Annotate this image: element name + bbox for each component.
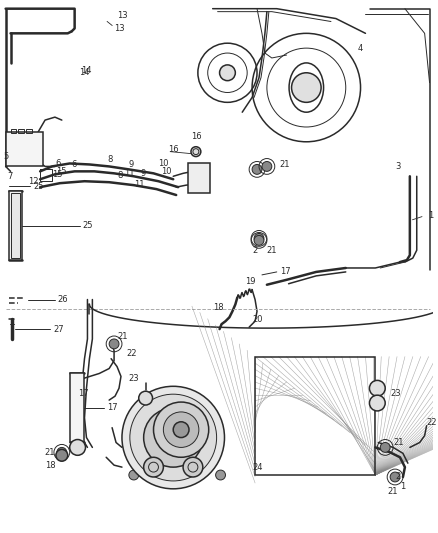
Circle shape (109, 339, 119, 349)
Circle shape (390, 472, 400, 482)
Circle shape (122, 386, 225, 489)
Bar (255, 357, 375, 475)
Text: 23: 23 (129, 374, 139, 383)
Text: 8: 8 (107, 155, 113, 164)
Text: 27: 27 (53, 325, 64, 334)
Circle shape (254, 233, 264, 244)
Circle shape (292, 73, 321, 102)
Circle shape (183, 457, 203, 477)
Text: 18: 18 (213, 303, 223, 312)
Text: 3: 3 (395, 162, 400, 171)
Bar (11, 193, 21, 258)
Text: 11: 11 (134, 180, 144, 189)
Text: 21: 21 (387, 487, 398, 496)
Circle shape (56, 449, 68, 461)
Text: 14: 14 (81, 66, 92, 75)
Text: 20: 20 (252, 315, 263, 324)
Text: 21: 21 (44, 448, 55, 457)
Circle shape (254, 236, 264, 245)
Text: 16: 16 (168, 145, 179, 154)
Text: 10: 10 (159, 159, 169, 168)
Text: 6: 6 (55, 159, 60, 168)
Text: 23: 23 (390, 389, 401, 398)
Text: 17: 17 (107, 403, 118, 413)
Text: 13: 13 (114, 24, 125, 33)
Text: 8: 8 (117, 171, 122, 180)
Circle shape (130, 394, 217, 481)
Circle shape (163, 412, 199, 447)
Text: 21: 21 (117, 333, 127, 342)
Circle shape (219, 65, 235, 80)
Circle shape (369, 381, 385, 396)
Circle shape (57, 447, 67, 457)
Circle shape (144, 408, 203, 467)
Text: 26: 26 (58, 295, 68, 304)
Text: 19: 19 (245, 277, 256, 286)
Text: 1: 1 (400, 482, 405, 491)
Circle shape (191, 147, 201, 157)
Text: 6: 6 (72, 160, 77, 169)
Text: 10: 10 (161, 167, 172, 176)
Circle shape (215, 470, 226, 480)
Text: 25: 25 (33, 182, 44, 191)
Text: 15: 15 (52, 170, 63, 179)
Text: 2: 2 (252, 246, 258, 255)
Text: 24: 24 (252, 463, 263, 472)
Bar (11, 129, 17, 133)
Circle shape (70, 440, 85, 455)
Text: 9: 9 (129, 160, 134, 169)
Circle shape (252, 165, 262, 174)
Circle shape (139, 391, 152, 405)
Text: 21: 21 (267, 246, 277, 255)
Text: 25: 25 (82, 221, 93, 230)
Text: 13: 13 (117, 11, 127, 20)
Text: 16: 16 (191, 132, 201, 141)
Circle shape (173, 422, 189, 438)
Text: 7: 7 (7, 172, 13, 181)
Text: 21: 21 (280, 160, 290, 169)
Circle shape (262, 161, 272, 172)
Text: 4: 4 (357, 44, 363, 53)
Circle shape (153, 402, 209, 457)
Circle shape (129, 470, 139, 480)
Text: 17: 17 (280, 268, 290, 277)
Bar (6, 132, 43, 166)
Bar (18, 129, 25, 133)
Circle shape (144, 457, 163, 477)
Bar (70, 374, 84, 442)
Bar (26, 129, 32, 133)
Circle shape (369, 395, 385, 411)
Bar (188, 164, 210, 193)
Text: 17: 17 (78, 389, 88, 398)
Bar (9, 191, 22, 260)
Text: 22: 22 (427, 418, 437, 427)
Text: 18: 18 (45, 461, 56, 470)
Text: 21: 21 (393, 438, 403, 447)
Text: 12: 12 (28, 177, 39, 185)
Text: 14: 14 (80, 68, 90, 77)
Text: 1: 1 (428, 211, 434, 220)
Text: 11: 11 (124, 169, 134, 178)
Text: 2: 2 (395, 472, 400, 481)
Text: 22: 22 (127, 349, 138, 358)
Text: 9: 9 (141, 169, 146, 178)
Text: 5: 5 (4, 152, 9, 161)
Text: 15: 15 (56, 167, 67, 176)
Circle shape (380, 442, 390, 453)
